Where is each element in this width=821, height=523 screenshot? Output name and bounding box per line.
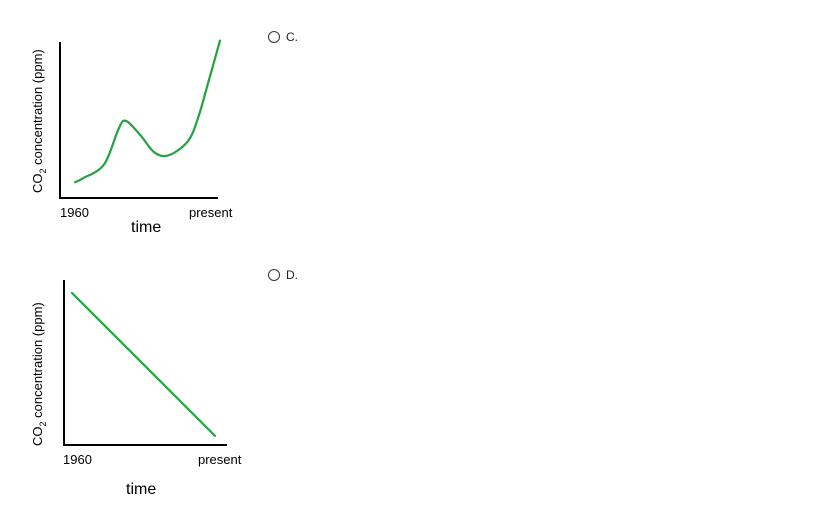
radio-button-c[interactable]: [268, 31, 280, 43]
x-tick-label: present: [189, 205, 233, 220]
x-tick-label: present: [198, 452, 242, 467]
radio-button-d[interactable]: [268, 269, 280, 281]
y-axis-label: CO2 concentration (ppm): [30, 302, 48, 446]
x-axis-label: time: [126, 481, 156, 498]
answer-option-d[interactable]: D.: [268, 268, 298, 282]
option-label: D.: [286, 268, 298, 282]
y-axis-label: CO2 concentration (ppm): [30, 49, 48, 193]
data-line: [70, 291, 217, 437]
option-label: C.: [286, 30, 298, 44]
x-tick-label: 1960: [60, 205, 89, 220]
chart-option-c: CO2 concentration (ppm) 1960 present tim…: [30, 39, 233, 236]
data-line: [73, 39, 222, 184]
x-tick-label: 1960: [63, 452, 92, 467]
answer-option-c[interactable]: C.: [268, 30, 298, 44]
chart-option-d: CO2 concentration (ppm) 1960 present tim…: [30, 280, 242, 498]
x-axis-label: time: [131, 219, 161, 236]
